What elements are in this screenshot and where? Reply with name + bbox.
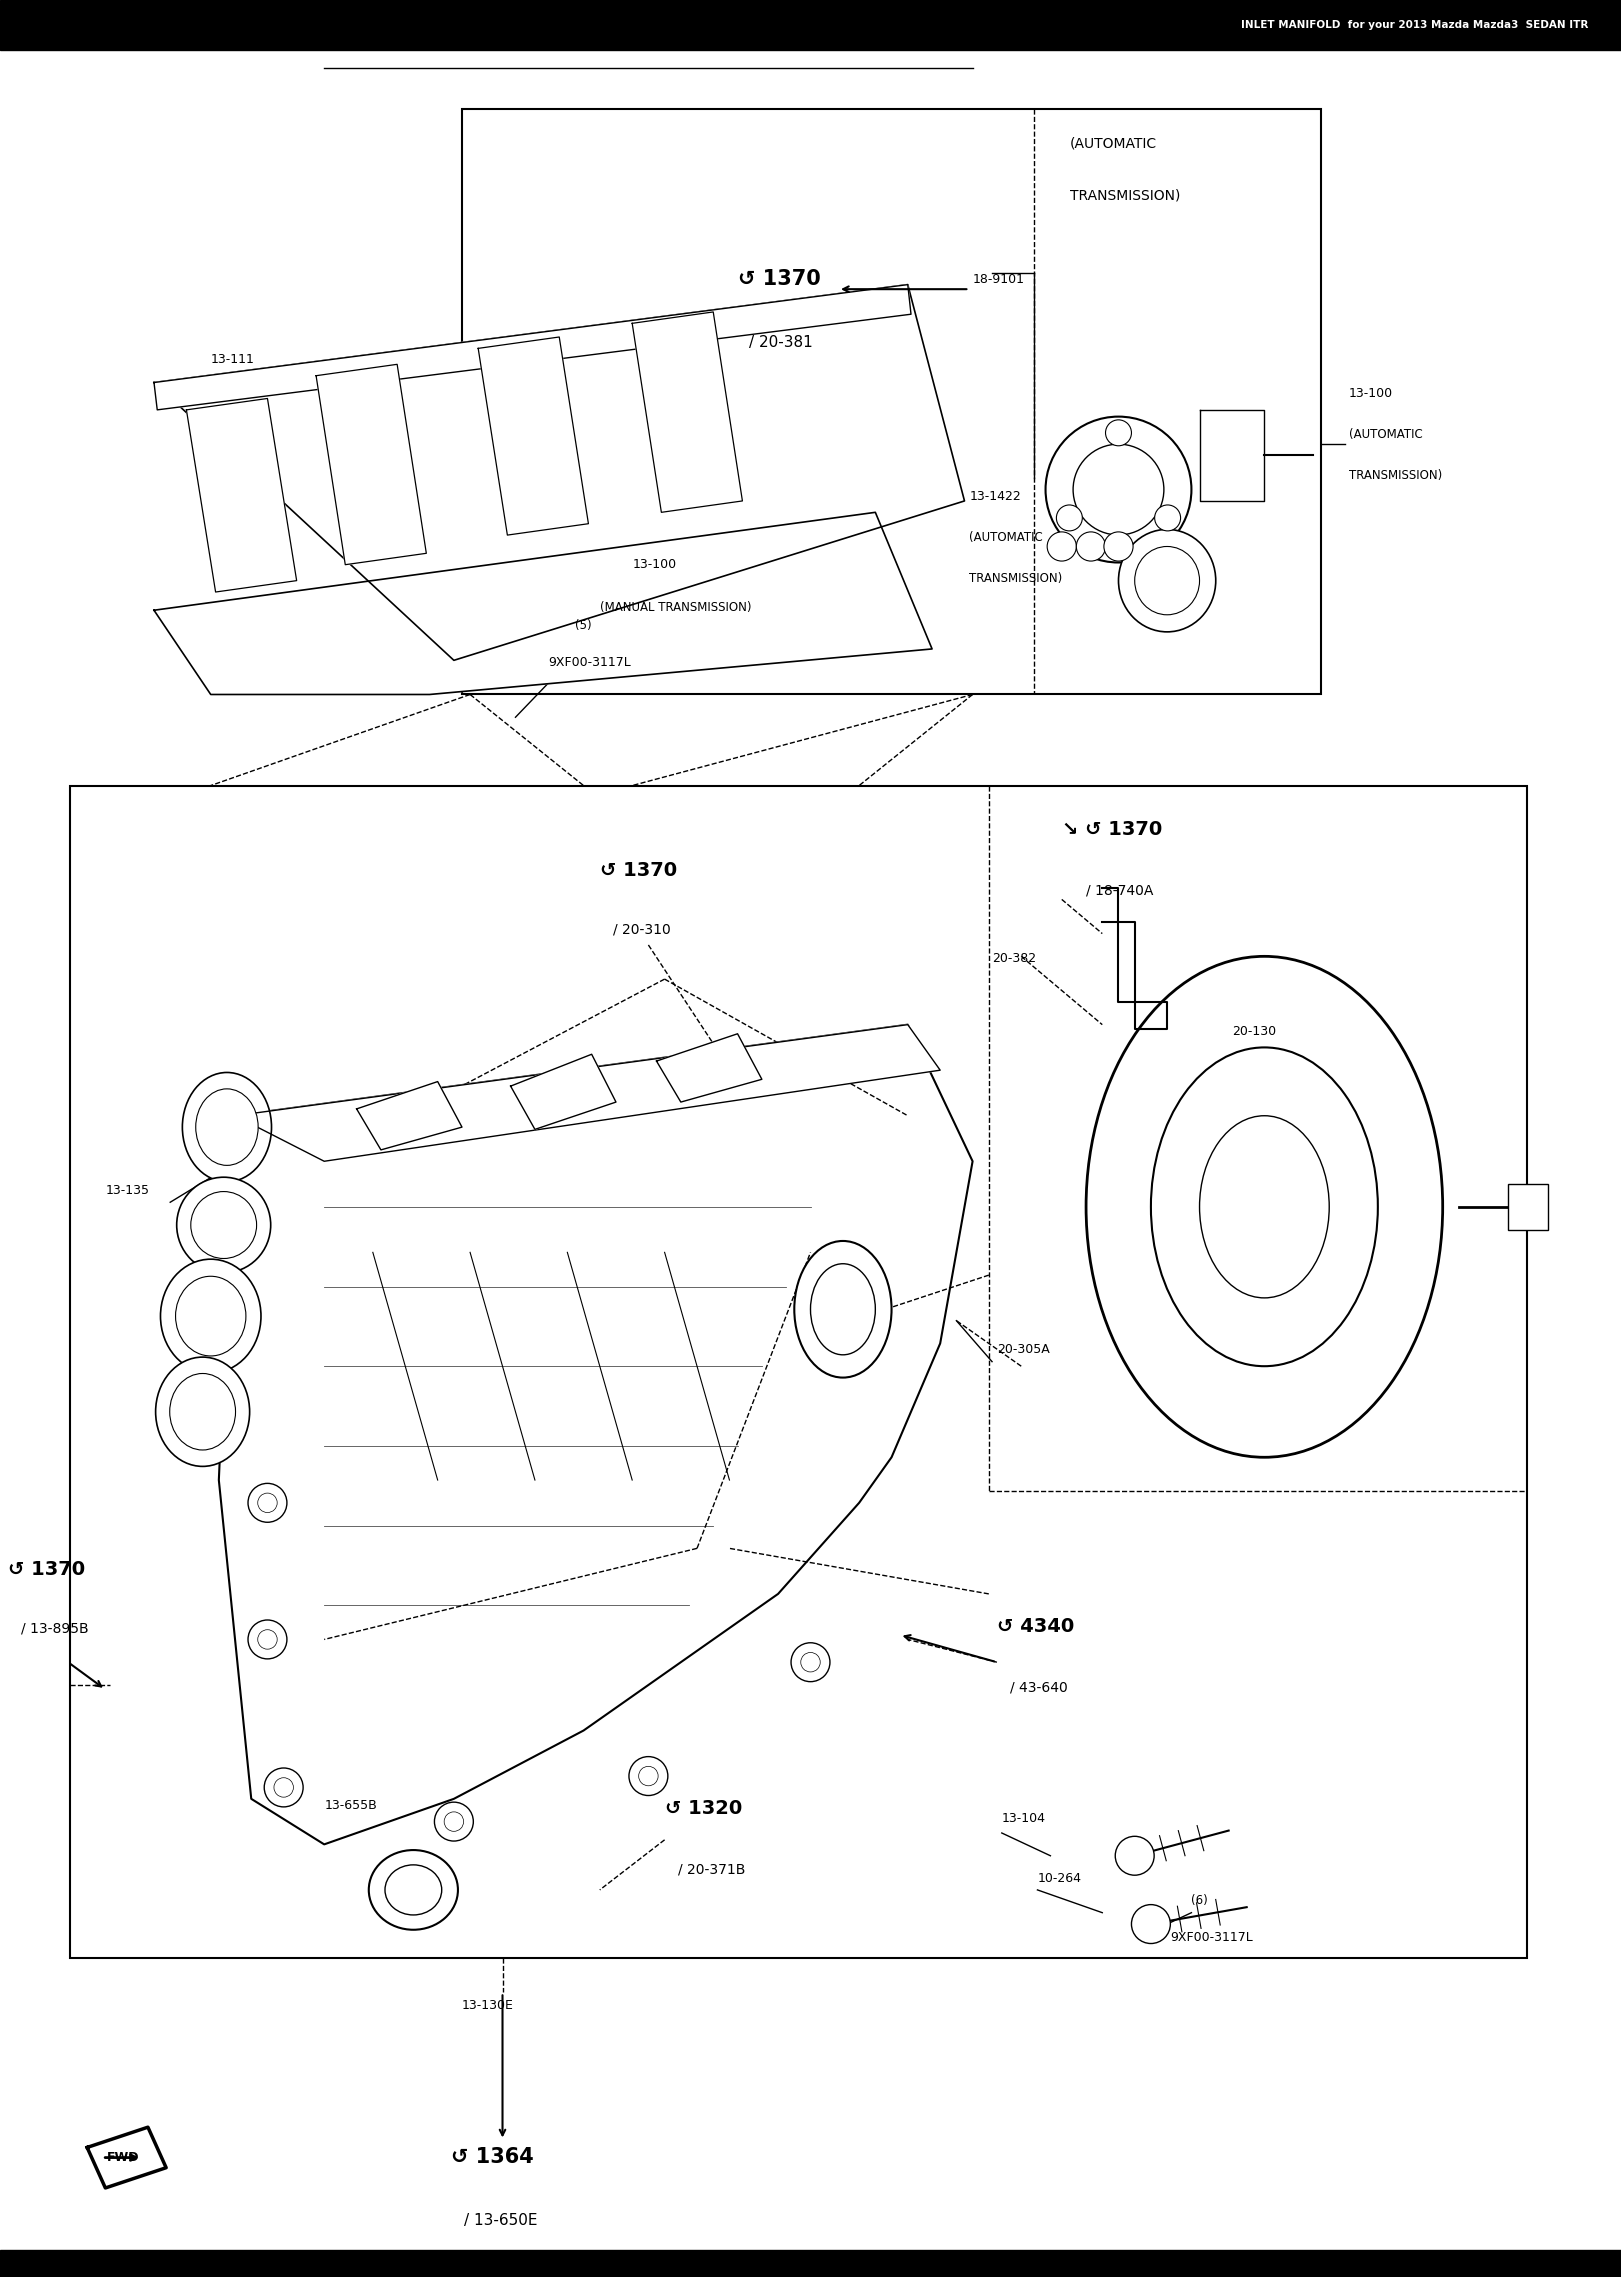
Circle shape — [274, 1778, 293, 1797]
Text: ↺ 1370: ↺ 1370 — [738, 269, 820, 289]
Text: (AUTOMATIC: (AUTOMATIC — [969, 531, 1042, 544]
Ellipse shape — [1118, 528, 1216, 631]
Polygon shape — [632, 312, 742, 512]
Polygon shape — [478, 337, 588, 535]
Text: ↘ ↺ 1370: ↘ ↺ 1370 — [1062, 820, 1162, 838]
Circle shape — [1073, 444, 1164, 535]
Polygon shape — [154, 285, 964, 660]
Circle shape — [1076, 533, 1106, 560]
Circle shape — [1106, 419, 1131, 446]
Text: 9XF00-3117L: 9XF00-3117L — [1170, 1931, 1253, 1945]
Text: 10-264: 10-264 — [1037, 1872, 1081, 1885]
Ellipse shape — [175, 1275, 246, 1357]
Text: ↺ 1320: ↺ 1320 — [665, 1799, 742, 1817]
Text: / 43-640: / 43-640 — [1010, 1680, 1068, 1694]
Text: 18-9101: 18-9101 — [973, 273, 1024, 287]
Circle shape — [1104, 533, 1133, 560]
Text: FWD: FWD — [107, 2152, 139, 2163]
Circle shape — [434, 1801, 473, 1842]
Polygon shape — [219, 1025, 973, 1844]
Ellipse shape — [810, 1264, 875, 1355]
Ellipse shape — [160, 1259, 261, 1373]
Text: 13-100: 13-100 — [632, 558, 676, 572]
Text: / 20-371B: / 20-371B — [678, 1863, 746, 1876]
Polygon shape — [186, 398, 297, 592]
Text: 9XF00-3117L: 9XF00-3117L — [548, 656, 631, 669]
Circle shape — [1047, 533, 1076, 560]
Circle shape — [639, 1767, 658, 1785]
Text: TRANSMISSION): TRANSMISSION) — [969, 572, 1063, 585]
Text: 13-130E: 13-130E — [462, 1999, 514, 2013]
Circle shape — [258, 1494, 277, 1512]
Ellipse shape — [1135, 546, 1200, 615]
Circle shape — [258, 1630, 277, 1649]
Polygon shape — [235, 1025, 940, 1161]
Circle shape — [248, 1619, 287, 1660]
Text: ↺ 1364: ↺ 1364 — [451, 2147, 533, 2168]
Text: 13-111: 13-111 — [211, 353, 254, 367]
Ellipse shape — [156, 1357, 250, 1466]
Text: / 18-740A: / 18-740A — [1086, 883, 1154, 897]
Bar — [0, 0, 1621, 50]
Text: 20-130: 20-130 — [1232, 1025, 1276, 1038]
Polygon shape — [657, 1034, 762, 1102]
Text: 13-655B: 13-655B — [324, 1799, 378, 1812]
Circle shape — [791, 1642, 830, 1683]
Polygon shape — [1200, 410, 1264, 501]
Text: 13-1422: 13-1422 — [969, 490, 1021, 503]
Circle shape — [264, 1767, 303, 1808]
Text: ↺ 1370: ↺ 1370 — [600, 861, 678, 879]
Bar — [0, 2250, 1621, 2277]
Text: 20-305A: 20-305A — [997, 1343, 1050, 1357]
Text: / 13-895B: / 13-895B — [21, 1621, 89, 1635]
Ellipse shape — [370, 1849, 459, 1929]
Text: / 13-650E: / 13-650E — [464, 2213, 537, 2229]
Text: / 20-381: / 20-381 — [749, 335, 812, 351]
Ellipse shape — [183, 1072, 272, 1182]
Text: 13-100: 13-100 — [1349, 387, 1392, 401]
Polygon shape — [511, 1054, 616, 1129]
Polygon shape — [154, 285, 911, 410]
Circle shape — [1046, 417, 1191, 562]
Circle shape — [1131, 1904, 1170, 1945]
Ellipse shape — [191, 1191, 256, 1259]
Circle shape — [1154, 505, 1180, 531]
Text: TRANSMISSION): TRANSMISSION) — [1349, 469, 1443, 483]
Text: / 20-310: / 20-310 — [613, 922, 671, 936]
Polygon shape — [316, 364, 426, 565]
Text: 13-135: 13-135 — [105, 1184, 149, 1198]
Circle shape — [629, 1756, 668, 1797]
Polygon shape — [154, 512, 932, 694]
Ellipse shape — [1200, 1116, 1329, 1298]
Text: (5): (5) — [575, 619, 592, 633]
Text: ↺ 4340: ↺ 4340 — [997, 1617, 1075, 1635]
Text: (6): (6) — [1191, 1894, 1208, 1908]
Circle shape — [248, 1482, 287, 1523]
Ellipse shape — [177, 1177, 271, 1273]
Ellipse shape — [794, 1241, 892, 1378]
Text: 13-104: 13-104 — [1002, 1812, 1046, 1826]
Ellipse shape — [1086, 956, 1443, 1457]
Text: (AUTOMATIC: (AUTOMATIC — [1349, 428, 1422, 442]
Bar — [462, 109, 1321, 694]
Text: (MANUAL TRANSMISSION): (MANUAL TRANSMISSION) — [600, 601, 751, 615]
Ellipse shape — [386, 1865, 441, 1915]
Circle shape — [444, 1812, 464, 1831]
Ellipse shape — [1151, 1047, 1378, 1366]
Text: TRANSMISSION): TRANSMISSION) — [1070, 189, 1180, 203]
Ellipse shape — [170, 1373, 235, 1450]
Text: INLET MANIFOLD  for your 2013 Mazda Mazda3  SEDAN ITR: INLET MANIFOLD for your 2013 Mazda Mazda… — [1242, 20, 1589, 30]
Text: 20-382: 20-382 — [992, 952, 1036, 965]
Text: ↺ 1370: ↺ 1370 — [8, 1560, 86, 1578]
Bar — [1508, 1184, 1548, 1230]
Polygon shape — [88, 2127, 167, 2188]
Bar — [70, 786, 1527, 1958]
Circle shape — [801, 1653, 820, 1671]
Circle shape — [1115, 1835, 1154, 1876]
Ellipse shape — [196, 1088, 258, 1166]
Text: (AUTOMATIC: (AUTOMATIC — [1070, 137, 1157, 150]
Polygon shape — [357, 1082, 462, 1150]
Circle shape — [1057, 505, 1083, 531]
